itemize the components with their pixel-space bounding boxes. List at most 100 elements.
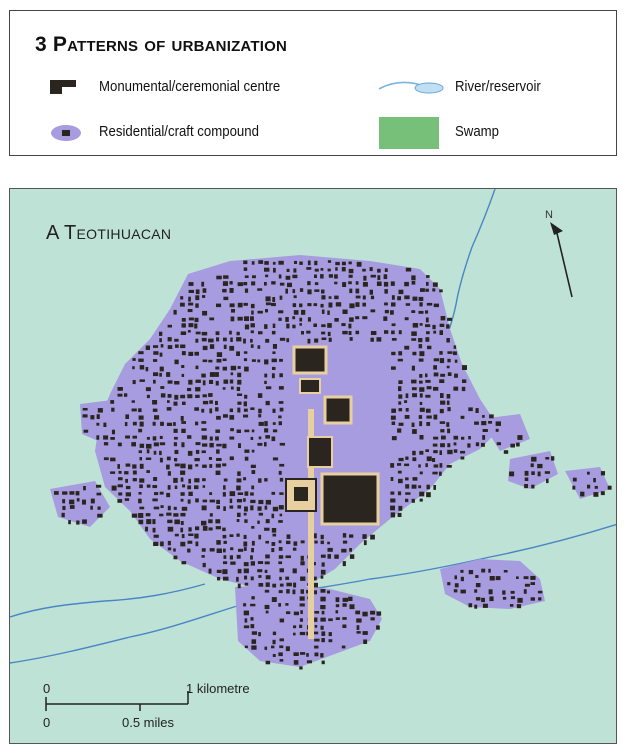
compound-mark	[265, 575, 271, 580]
compound-mark	[279, 659, 284, 662]
compound-mark	[495, 576, 501, 581]
compound-mark	[236, 499, 243, 503]
compound-mark	[482, 603, 488, 608]
moon-plaza	[299, 378, 321, 394]
compound-mark	[195, 331, 201, 335]
compound-mark	[327, 260, 332, 263]
compound-mark	[523, 576, 529, 580]
compound-mark	[475, 597, 481, 601]
compound-mark	[174, 359, 179, 365]
compound-mark	[187, 394, 193, 399]
compound-mark	[97, 408, 103, 413]
compound-mark	[593, 492, 599, 497]
compound-mark	[313, 533, 317, 539]
compound-mark	[516, 576, 519, 579]
compound-mark	[279, 337, 286, 341]
compound-mark	[152, 485, 158, 489]
compound-mark	[209, 436, 213, 441]
compound-mark	[117, 387, 123, 391]
compound-mark	[125, 492, 131, 497]
compound-mark	[531, 456, 537, 462]
compound-mark	[530, 463, 534, 468]
residential-swatch-icon	[51, 125, 81, 141]
compound-mark	[390, 310, 394, 315]
compound-mark	[433, 358, 440, 362]
compound-mark	[348, 596, 353, 601]
north-label: N	[545, 209, 553, 221]
compound-mark	[216, 303, 222, 308]
compound-mark	[139, 421, 144, 427]
compound-mark	[293, 541, 298, 546]
compound-mark	[278, 520, 283, 523]
compound-mark	[299, 596, 305, 601]
compound-mark	[446, 338, 450, 343]
compound-mark	[216, 358, 222, 363]
compound-mark	[154, 415, 160, 420]
compound-mark	[391, 323, 396, 327]
compound-mark	[286, 589, 290, 594]
compound-mark	[272, 344, 277, 349]
compound-mark	[272, 297, 276, 302]
compound-mark	[251, 470, 256, 474]
compound-mark	[173, 548, 176, 552]
central-complex	[307, 436, 333, 468]
compound-mark	[230, 428, 234, 432]
compound-mark	[237, 401, 242, 405]
compound-mark	[167, 394, 172, 398]
compound-mark	[188, 464, 193, 470]
compound-mark	[537, 590, 543, 594]
compound-mark	[398, 457, 404, 462]
compound-mark	[447, 317, 452, 321]
compound-mark	[279, 282, 285, 286]
compound-mark	[314, 625, 318, 628]
compound-mark	[467, 443, 471, 448]
compound-mark	[440, 316, 446, 321]
compound-mark	[237, 393, 243, 396]
residential-compounds	[54, 260, 612, 670]
compound-mark	[321, 638, 325, 643]
compound-mark	[530, 575, 536, 580]
compound-mark	[425, 394, 431, 398]
compound-mark	[145, 457, 152, 460]
compound-mark	[411, 498, 415, 503]
compound-mark	[460, 456, 465, 460]
compound-mark	[272, 506, 279, 512]
compound-mark	[146, 519, 152, 525]
compound-mark	[292, 589, 296, 595]
compound-mark	[243, 534, 247, 539]
compound-mark	[390, 281, 395, 286]
map-canvas	[10, 189, 616, 711]
compound-mark	[97, 506, 101, 510]
compound-mark	[258, 436, 262, 440]
compound-mark	[314, 274, 317, 278]
compound-mark	[125, 414, 129, 419]
compound-mark	[301, 309, 306, 315]
compound-mark	[349, 548, 352, 552]
compound-mark	[419, 374, 423, 378]
compound-mark	[188, 491, 193, 496]
compound-mark	[300, 540, 305, 544]
compound-mark	[272, 351, 276, 354]
compound-mark	[223, 561, 228, 565]
compound-mark	[222, 463, 227, 467]
compound-mark	[187, 330, 191, 333]
compound-mark	[146, 394, 150, 399]
compound-mark	[412, 351, 417, 356]
compound-mark	[194, 407, 199, 411]
compound-mark	[195, 295, 200, 301]
compound-mark	[271, 548, 275, 553]
compound-mark	[154, 492, 159, 496]
compound-mark	[279, 576, 282, 581]
compound-mark	[495, 421, 501, 426]
compound-mark	[419, 323, 423, 326]
compound-mark	[299, 603, 305, 607]
compound-mark	[405, 303, 411, 306]
compound-mark	[138, 351, 144, 355]
compound-mark	[258, 534, 262, 540]
compound-mark	[474, 604, 478, 609]
compound-mark	[447, 358, 451, 363]
compound-mark	[433, 436, 439, 440]
compound-mark	[230, 337, 233, 342]
compound-mark	[180, 521, 184, 525]
compound-mark	[425, 449, 429, 452]
